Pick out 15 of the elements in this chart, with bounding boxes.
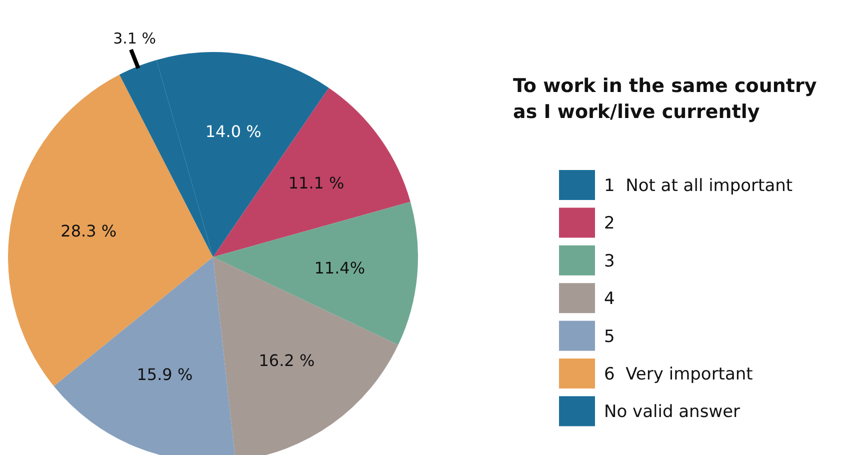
legend-label: 2 [604,214,615,234]
data-label: 16.2 % [258,351,315,370]
legend-label: 3 [604,251,615,272]
legend-label: 1 Not at all important [604,176,793,196]
data-label: 14.0 % [205,122,262,142]
legend-label: 6 Very important [604,364,754,384]
data-label: 15.9 % [136,365,193,384]
legend-label: 5 [604,326,615,347]
data-label: 28.3 % [60,221,117,240]
legend-label: No valid answer [604,402,740,422]
data-label: 11.4% [314,258,366,278]
data-label: 11.1 % [288,173,344,192]
legend-label: 4 [604,289,615,310]
data-label: 3.1 % [113,29,156,48]
text: To work in the same country as I work/live currently [513,75,818,123]
